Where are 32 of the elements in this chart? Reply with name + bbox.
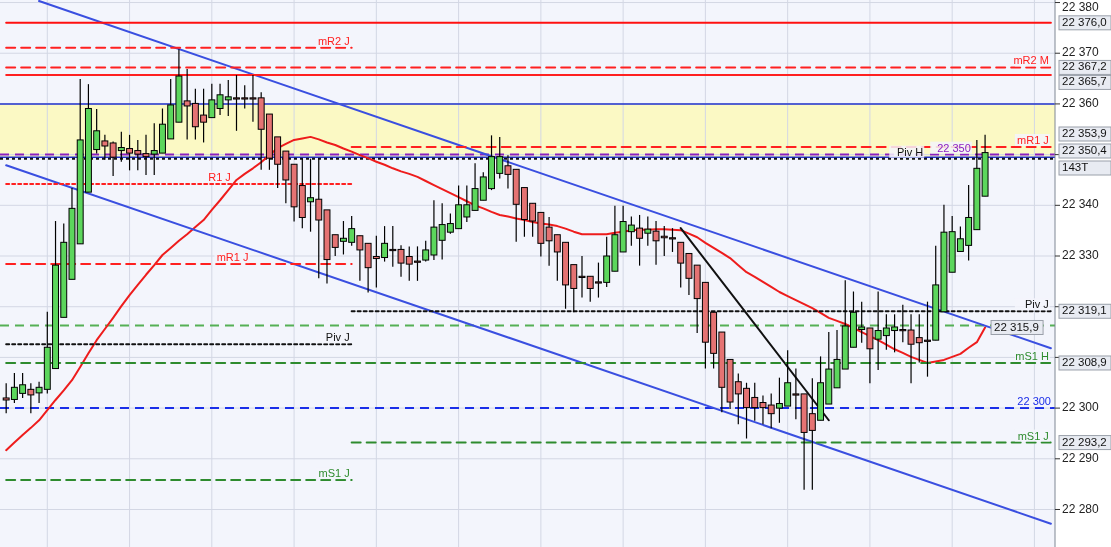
series-label: Piv J — [325, 331, 350, 344]
series-label: R1 J — [208, 171, 231, 184]
series-label: mS1 J — [1017, 429, 1049, 442]
series-label: mR2 M — [1013, 54, 1049, 67]
series-label: mR2 J — [317, 34, 350, 47]
series-label: mR1 J — [1017, 134, 1049, 147]
series-label: mS1 J — [318, 467, 350, 480]
ref-line-label: Piv H — [896, 145, 924, 158]
y-tick-label: 22 280 — [1062, 501, 1100, 516]
data-label: 22 367,2 — [1062, 60, 1107, 73]
series-label: mS1 H — [1015, 349, 1049, 362]
y-tick-label: 22 300 — [1062, 400, 1100, 415]
data-label: 22 319,1 — [1062, 304, 1107, 317]
text: 22 350,4 — [1062, 144, 1108, 157]
y-tick-label: 22 360 — [1062, 96, 1100, 111]
y-tick-label: 22 340 — [1062, 197, 1100, 212]
ref-line-label: 22 300 — [1017, 395, 1051, 408]
ref-line-label: 22 350 — [937, 141, 971, 154]
text: 22 353,9 — [1062, 127, 1107, 140]
data-label: 22 365,7 — [1062, 75, 1107, 88]
y-tick-label: 22 380 — [1062, 0, 1100, 15]
line-series — [5, 135, 987, 452]
series-label: Piv J — [1025, 298, 1049, 311]
data-label: 22 308,9 — [1062, 356, 1107, 369]
y-tick-label: 22 370 — [1062, 45, 1100, 60]
data-label: 22 376,0 — [1062, 15, 1107, 28]
data-label: 22 315,9 — [994, 320, 1039, 333]
text: 143T — [1062, 161, 1089, 174]
y-tick-label: 22 330 — [1062, 248, 1100, 263]
series-label: mR1 J — [216, 251, 249, 264]
data-label: 22 293,2 — [1062, 435, 1107, 448]
y-tick-label: 22 290 — [1062, 450, 1100, 465]
